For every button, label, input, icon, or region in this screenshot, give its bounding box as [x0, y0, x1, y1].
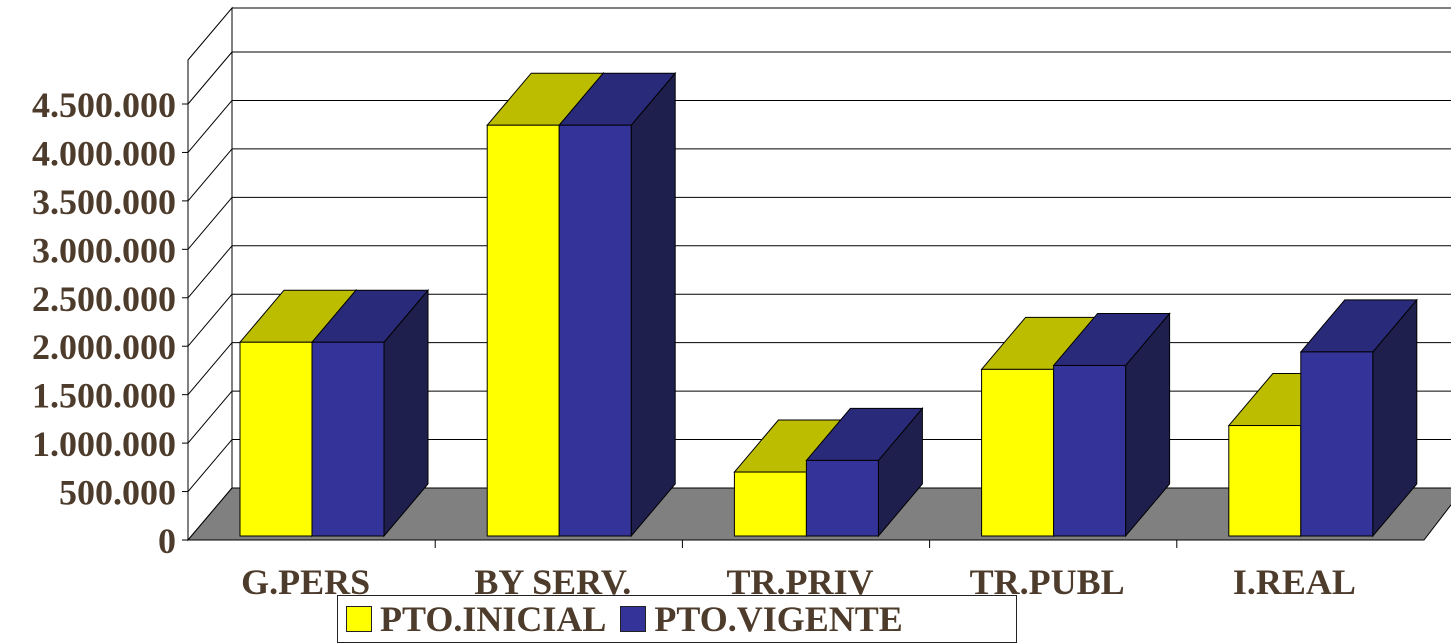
- bar-front: [733, 471, 807, 537]
- gridline-side: [187, 197, 233, 250]
- y-tick-label: 1.000.000: [32, 424, 176, 464]
- gridline-side: [187, 293, 233, 347]
- y-tick-label: 4.000.000: [32, 133, 176, 173]
- bar-side: [630, 71, 676, 538]
- y-tick-label: 3.000.000: [32, 230, 176, 270]
- y-tick-label: 2.000.000: [32, 327, 176, 367]
- bar-front: [805, 459, 879, 537]
- bar-front: [239, 341, 313, 537]
- y-tick-label: 0: [158, 521, 176, 561]
- x-axis: G.PERS BY SERV. TR.PRIV TR.PUBL I.REAL: [188, 539, 1424, 602]
- legend-label-series-2: PTO.VIGENTE: [654, 599, 903, 639]
- legend-item-series-1: PTO.INICIAL: [346, 598, 606, 640]
- y-tick-label: 1.500.000: [32, 376, 176, 416]
- legend-swatch-series-1: [346, 606, 372, 632]
- side-wall: [187, 6, 233, 542]
- bar-i-real-series-2: [1299, 298, 1418, 538]
- bar-group: [238, 71, 1418, 538]
- bar-tr-publ-series-2: [1052, 312, 1171, 538]
- legend-label-series-1: PTO.INICIAL: [380, 599, 607, 639]
- legend-item-series-2: PTO.VIGENTE: [620, 598, 903, 640]
- gridline-side: [187, 148, 233, 202]
- bar-front: [1300, 351, 1374, 537]
- y-tick-label: 2.500.000: [32, 279, 176, 319]
- gridline-side: [187, 439, 233, 492]
- y-tick-label: 4.500.000: [32, 85, 176, 125]
- legend-swatch-series-2: [620, 606, 647, 632]
- gridline-side: [187, 51, 233, 105]
- x-tick-label: I.REAL: [1233, 562, 1356, 602]
- gridline-side: [187, 342, 233, 395]
- legend: PTO.INICIAL PTO.VIGENTE: [337, 595, 1017, 643]
- gridline-side: [187, 100, 233, 153]
- bar-g-pers-series-2: [310, 288, 430, 538]
- gridline-side: [187, 390, 233, 444]
- bar-front: [486, 124, 560, 537]
- bar-front: [311, 341, 385, 537]
- bar-front: [1053, 364, 1127, 537]
- bar-tr-priv-series-2: [805, 407, 924, 538]
- bar-by-serv--series-2: [558, 71, 677, 538]
- y-tick-label: 3.500.000: [32, 182, 176, 222]
- gridline-side: [187, 245, 233, 299]
- y-axis: 0 500.000 1.000.000 1.500.000 2.000.000 2.500…: [32, 60, 189, 561]
- bar-front: [558, 124, 632, 537]
- bar-front: [1228, 425, 1302, 537]
- y-tick-label: 500.000: [59, 473, 176, 513]
- bar-front: [981, 368, 1055, 537]
